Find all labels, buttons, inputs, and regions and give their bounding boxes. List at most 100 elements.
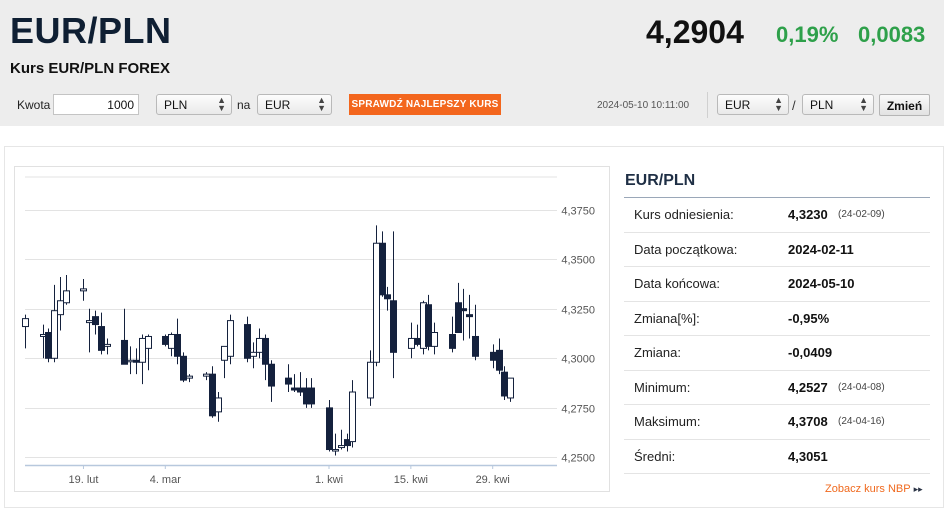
- candle-body-down: [501, 371, 508, 397]
- candle-body-up: [338, 445, 345, 449]
- candle-body-down: [414, 337, 421, 345]
- candle-body-down: [490, 351, 497, 361]
- quote-timestamp: 2024-05-10 10:11:00: [597, 100, 690, 111]
- info-row-value: 2024-02-11: [788, 241, 854, 257]
- change-percent: 0,19%: [776, 22, 839, 47]
- candle-body-up: [127, 359, 134, 363]
- info-row-value: -0,0409: [788, 345, 833, 360]
- info-title: EUR/PLN: [624, 166, 930, 198]
- candle-body-down: [98, 326, 105, 351]
- info-row: Kurs odniesienia: 4,3230 (24-02-09): [624, 198, 930, 233]
- candle-body-down: [45, 332, 52, 359]
- info-row-value: 4,2527: [788, 379, 828, 395]
- base-currency-select[interactable]: EUR ▲ ▼: [717, 94, 789, 115]
- candle-body-up: [256, 337, 263, 353]
- info-row-value: 4,3051: [788, 448, 828, 464]
- candle-body-up: [57, 300, 64, 316]
- candle-body-down: [466, 314, 473, 318]
- x-tick-label: 29. kwi: [476, 474, 510, 486]
- info-rows: Kurs odniesienia: 4,3230 (24-02-09) Data po…: [624, 198, 930, 474]
- info-row-label: Średni:: [634, 448, 676, 464]
- candle-body-down: [297, 387, 304, 393]
- info-row-label: Zmiana:: [634, 345, 681, 360]
- info-row-label: Data początkowa:: [634, 241, 738, 257]
- quote-currency-select[interactable]: PLN ▲ ▼: [802, 94, 874, 115]
- candle-body-down: [209, 373, 216, 417]
- candle-body-up: [373, 242, 380, 363]
- candle-body-up: [215, 397, 222, 413]
- info-row-value: 4,3708: [788, 414, 828, 429]
- quote-header: EUR/PLN 4,2904 0,19% 0,0083 Kurs EUR/PLN…: [0, 0, 944, 126]
- info-row-value: -0,95%: [788, 310, 830, 326]
- info-row-date: (24-04-08): [838, 381, 885, 393]
- candle-body-up: [332, 449, 339, 452]
- amount-input[interactable]: 1000: [53, 94, 139, 115]
- info-row: Maksimum: 4,3708 (24-04-16): [624, 405, 930, 440]
- candle-body-up: [349, 391, 356, 443]
- y-tick-label: 4,3250: [561, 305, 595, 317]
- candle-body-up: [221, 345, 228, 361]
- select-arrows-icon: ▲ ▼: [774, 95, 783, 113]
- x-tick-label: 1. kwi: [315, 474, 343, 486]
- info-row-label: Data końcowa:: [634, 276, 720, 291]
- candle-body-down: [174, 333, 181, 357]
- na-label: na: [237, 98, 251, 112]
- candle-body-down: [496, 349, 503, 371]
- info-table: EUR/PLN Kurs odniesienia: 4,3230 (24-02-09…: [624, 166, 930, 474]
- candle-body-down: [379, 242, 386, 296]
- from-currency-value: PLN: [164, 98, 188, 112]
- info-row: Data końcowa: 2024-05-10: [624, 267, 930, 302]
- candle-body-up: [203, 373, 210, 377]
- candle-body-down: [180, 355, 187, 381]
- info-row-label: Maksimum:: [634, 414, 701, 429]
- candle-body-up: [431, 332, 438, 347]
- candlestick-chart[interactable]: 4,2500 4,2750 4,3000 4,3250 4,3500 4,3750 19. …: [15, 167, 609, 491]
- candle-body-down: [326, 407, 333, 451]
- candle-body-up: [80, 288, 87, 292]
- to-currency-select[interactable]: EUR ▲ ▼: [257, 94, 332, 115]
- candle-body-up: [408, 337, 415, 349]
- candle-body-down: [262, 337, 269, 365]
- candle-body-down: [244, 324, 251, 359]
- candle-body-down: [449, 333, 456, 349]
- info-row-value: 4,3230: [788, 207, 828, 222]
- nbp-rate-link[interactable]: Zobacz kurs NBP ▸▸: [825, 483, 923, 495]
- select-arrows-icon: ▲ ▼: [859, 95, 868, 113]
- candle-body-up: [250, 351, 257, 357]
- current-price: 4,2904: [646, 14, 744, 50]
- y-tick-label: 4,3750: [561, 206, 595, 218]
- x-tick-label: 19. lut: [68, 474, 98, 486]
- candle-body-down: [344, 439, 351, 447]
- candle-body-down: [121, 339, 128, 365]
- pair-title: EUR/PLN: [10, 10, 172, 51]
- change-pair-button[interactable]: Zmień: [879, 94, 930, 116]
- candle-body-down: [268, 363, 275, 387]
- nbp-link-label: Zobacz kurs NBP: [825, 483, 911, 495]
- candle-body-up: [22, 318, 29, 328]
- info-row: Minimum: 4,2527 (24-04-08): [624, 371, 930, 405]
- info-row-value: 2024-05-10: [788, 276, 855, 291]
- chart-container[interactable]: 4,2500 4,2750 4,3000 4,3250 4,3500 4,3750 19. …: [14, 166, 610, 492]
- info-row-label: Zmiana[%]:: [634, 310, 700, 326]
- candle-body-up: [104, 343, 111, 347]
- candle-body-up: [168, 333, 175, 349]
- candle-body-up: [145, 335, 152, 349]
- candle-body-up: [186, 375, 193, 379]
- candle-body-down: [291, 387, 298, 391]
- select-arrows-icon: ▲ ▼: [217, 95, 226, 113]
- candle-body-down: [460, 308, 467, 312]
- y-tick-label: 4,2500: [561, 453, 595, 465]
- info-row-date: (24-02-09): [838, 209, 885, 220]
- amount-label: Kwota: [17, 98, 51, 112]
- candle-body-up: [507, 377, 514, 399]
- change-absolute: 0,0083: [858, 22, 926, 47]
- candle-body-down: [133, 359, 140, 363]
- from-currency-select[interactable]: PLN ▲ ▼: [156, 94, 232, 115]
- info-row: Średni: 4,3051: [624, 440, 930, 474]
- candle-body-up: [63, 290, 70, 304]
- best-rate-button[interactable]: SPRAWDŹ NAJLEPSZY KURS: [349, 94, 501, 115]
- select-arrows-icon: ▲ ▼: [317, 95, 326, 113]
- candle-body-up: [367, 361, 374, 399]
- info-row-label: Minimum:: [634, 379, 691, 395]
- info-row: Zmiana: -0,0409: [624, 336, 930, 371]
